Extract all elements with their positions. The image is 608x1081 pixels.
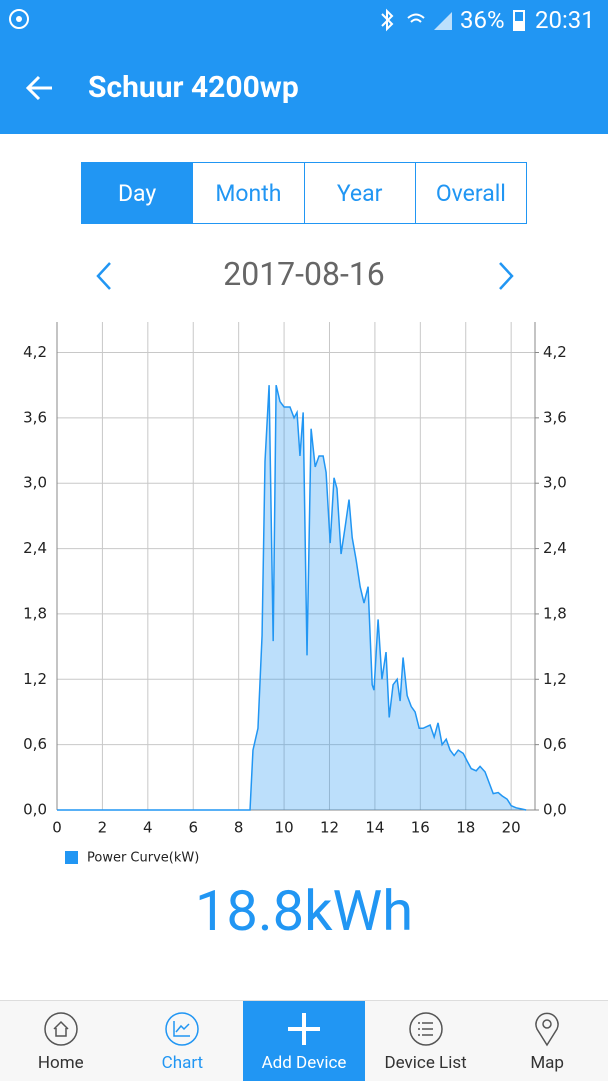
- tab[interactable]: Day: [82, 163, 193, 223]
- battery-text: 36%: [460, 6, 505, 34]
- clock: 20:31: [535, 6, 595, 34]
- x-tick-label: 0: [52, 819, 62, 837]
- y-tick-label: 3,0: [23, 474, 47, 492]
- y2-tick-label: 0,0: [543, 801, 567, 819]
- y2-tick-label: 2,4: [543, 539, 567, 557]
- x-tick-label: 16: [411, 819, 430, 837]
- x-tick-label: 4: [143, 819, 153, 837]
- x-tick-label: 8: [234, 819, 244, 837]
- y-tick-label: 1,2: [23, 670, 47, 688]
- status-icon: [9, 9, 29, 29]
- y2-tick-label: 0,6: [543, 735, 567, 753]
- nav-label: Home: [37, 1053, 84, 1073]
- y-tick-label: 3,6: [23, 408, 47, 426]
- nav-label: Device List: [384, 1053, 467, 1073]
- x-tick-label: 20: [502, 819, 521, 837]
- y2-tick-label: 1,8: [543, 604, 567, 622]
- tab[interactable]: Overall: [414, 163, 526, 223]
- x-tick-label: 14: [365, 819, 384, 837]
- nav-item[interactable]: Map: [486, 1001, 608, 1081]
- nav-label: Add Device: [261, 1053, 347, 1073]
- prev-date[interactable]: [92, 260, 116, 292]
- icon: [408, 1012, 443, 1046]
- nav-label: Map: [530, 1053, 564, 1073]
- title: Schuur 4200wp: [88, 70, 299, 105]
- icon: [535, 1012, 559, 1047]
- app-bar: 36% 20:31 Schuur 4200wp: [0, 0, 608, 134]
- nav-label: Chart: [161, 1053, 204, 1073]
- y-tick-label: 0,0: [23, 801, 47, 819]
- legend-swatch: [65, 851, 78, 864]
- y-tick-label: 4,2: [23, 343, 47, 361]
- chart: 0,0 0,6 1,2 1,8 2,4 3,0 3,6 4,2 0,0 0,6 1,2 1,8 2,4 3…: [23, 322, 567, 866]
- icon: [165, 1012, 200, 1046]
- legend-label: Power Curve(kW): [87, 851, 199, 866]
- next-date[interactable]: [494, 260, 518, 292]
- x-tick-label: 10: [275, 819, 294, 837]
- date: 2017-08-16: [223, 255, 385, 293]
- nav-item[interactable]: Home: [0, 1001, 122, 1081]
- x-tick-label: 6: [188, 819, 198, 837]
- battery-icon: [513, 10, 525, 31]
- icon: [287, 1013, 320, 1045]
- icon: [44, 1012, 78, 1046]
- x-tick-label: 12: [320, 819, 339, 837]
- nav-item[interactable]: Device List: [365, 1001, 487, 1081]
- y-tick-label: 0,6: [23, 735, 47, 753]
- nav-item[interactable]: Add Device: [243, 1001, 365, 1081]
- area: [57, 385, 527, 810]
- tab[interactable]: Month: [192, 163, 303, 223]
- line: [57, 385, 527, 811]
- total-energy: 18.8kWh: [194, 878, 414, 944]
- status-icons: [381, 8, 452, 32]
- y-tick-label: 2,4: [23, 539, 47, 557]
- period-tabs: Day Month Year Overall: [81, 162, 527, 224]
- y2-tick-label: 4,2: [543, 343, 567, 361]
- y2-tick-label: 1,2: [543, 670, 567, 688]
- x-tick-label: 2: [98, 819, 108, 837]
- y2-tick-label: 3,6: [543, 408, 567, 426]
- x-tick-label: 18: [456, 819, 475, 837]
- y2-tick-label: 3,0: [543, 474, 567, 492]
- back-button[interactable]: [24, 72, 56, 104]
- tab[interactable]: Year: [303, 163, 415, 223]
- y-tick-label: 1,8: [23, 604, 47, 622]
- bottom-nav: Home Chart Add Device Device List Map: [0, 1000, 608, 1081]
- nav-item[interactable]: Chart: [122, 1001, 244, 1081]
